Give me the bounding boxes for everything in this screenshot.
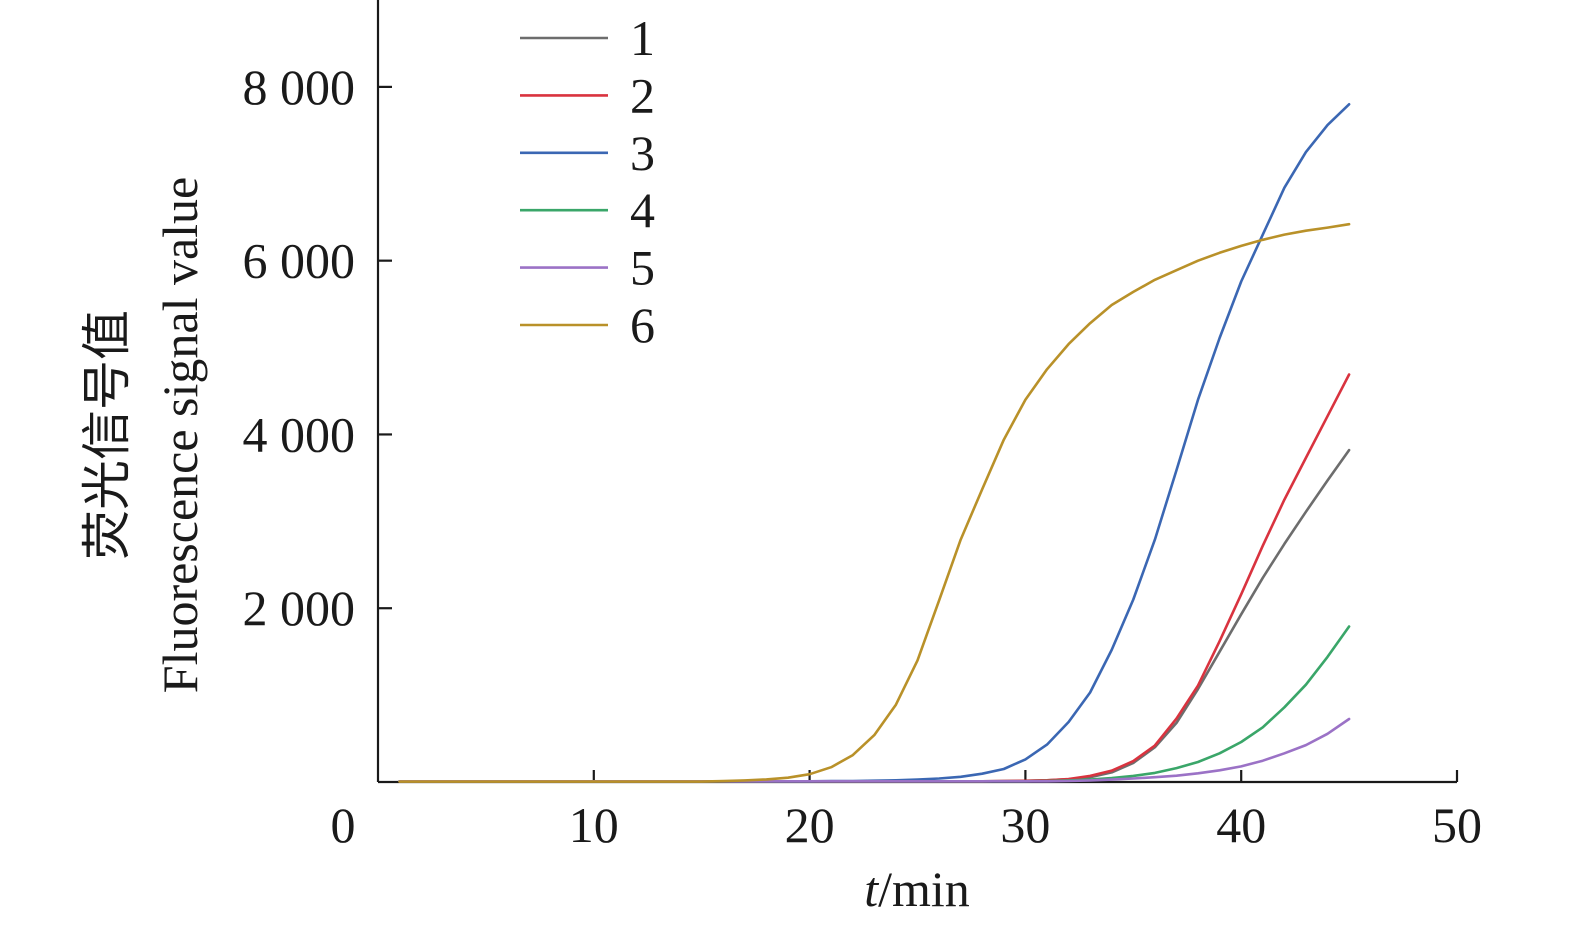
legend-label-5: 5: [630, 240, 655, 296]
y-tick-label-2: 6 000: [243, 233, 356, 289]
series-line-3: [398, 103, 1351, 783]
x-tick-label-5: 50: [1432, 797, 1482, 853]
x-tick-label-0: 0: [331, 797, 356, 853]
x-tick-label-4: 40: [1216, 797, 1266, 853]
legend-item-1: 1: [520, 10, 655, 66]
x-tick-label-2: 20: [785, 797, 835, 853]
series-line-1: [398, 448, 1351, 783]
y-tick-label-3: 8 000: [243, 59, 356, 115]
y-axis-label-cn: 荧光信号值: [79, 310, 135, 560]
series-line-2: [398, 373, 1351, 783]
axes: 0 10 20 30 40 50 2 000 4 000 6 000 8 000: [243, 0, 1482, 853]
legend-label-3: 3: [630, 125, 655, 181]
legend-label-4: 4: [630, 182, 655, 238]
y-axis-label-en: Fluorescence signal value: [152, 177, 208, 693]
legend-item-3: 3: [520, 125, 655, 181]
series-line-4: [398, 625, 1351, 783]
legend-item-2: 2: [520, 67, 655, 123]
legend-item-4: 4: [520, 182, 655, 238]
legend-item-6: 6: [520, 297, 655, 353]
x-axis-label-unit: /min: [878, 861, 970, 917]
legend-item-5: 5: [520, 240, 655, 296]
x-axis-label: t/min: [864, 861, 970, 917]
y-tick-label-0: 2 000: [243, 580, 356, 636]
axis-labels: 荧光信号值 Fluorescence signal value t/min: [79, 177, 970, 917]
series-lines: [398, 103, 1351, 783]
y-tick-label-1: 4 000: [243, 406, 356, 462]
legend-label-2: 2: [630, 67, 655, 123]
x-tick-label-3: 30: [1000, 797, 1050, 853]
legend-label-1: 1: [630, 10, 655, 66]
series-line-5: [398, 717, 1351, 783]
x-tick-label-1: 10: [569, 797, 619, 853]
legend-label-6: 6: [630, 297, 655, 353]
series-line-6: [398, 222, 1351, 783]
x-axis-label-variable: t: [864, 861, 879, 917]
